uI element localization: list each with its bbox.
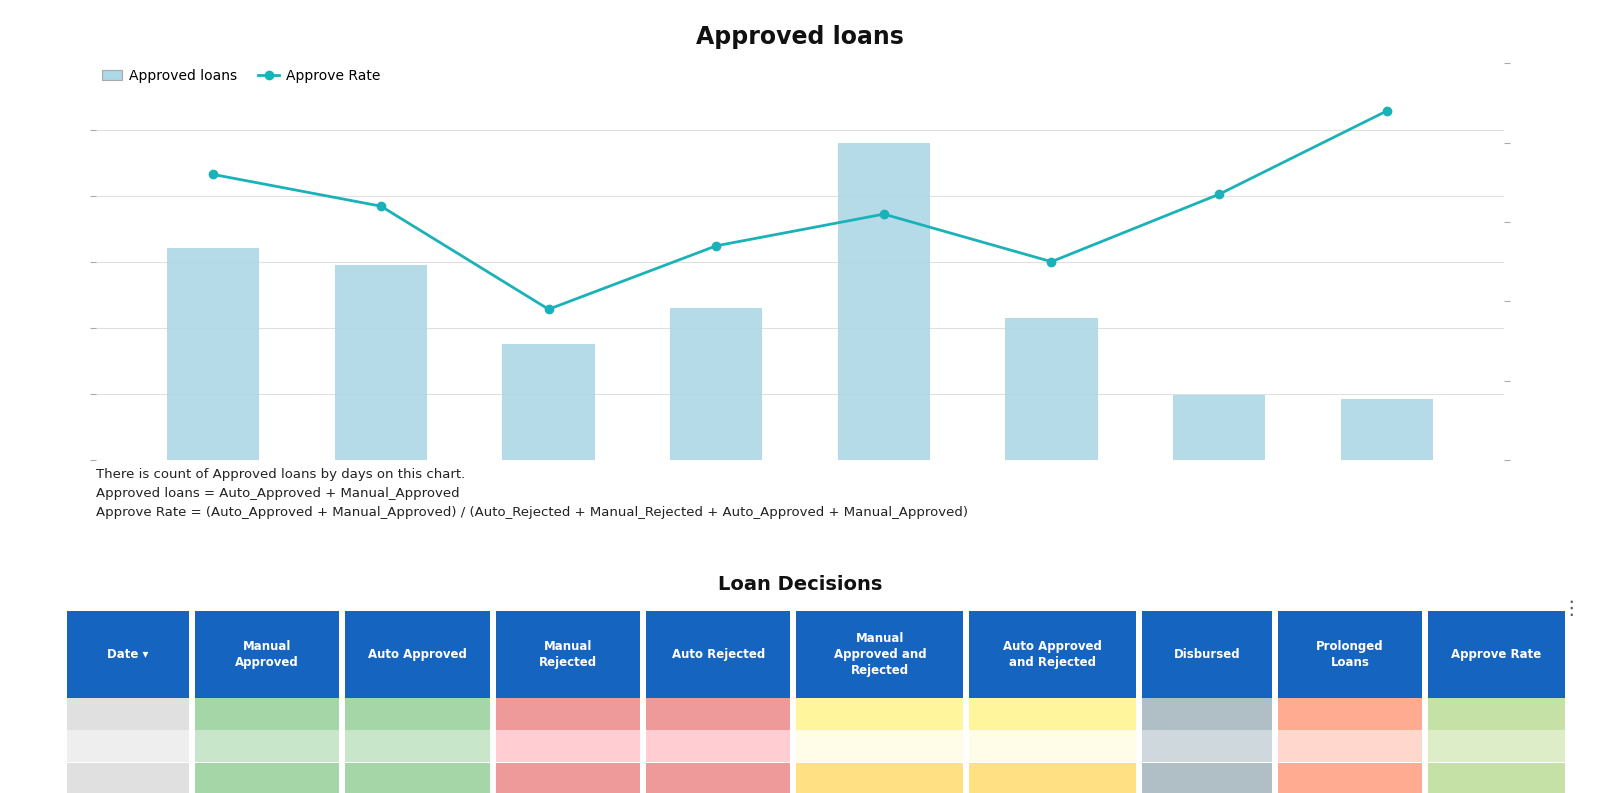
Text: Auto Approved: Auto Approved: [368, 648, 467, 661]
Bar: [797, 611, 963, 698]
Bar: [496, 730, 640, 762]
Bar: [1142, 611, 1272, 698]
Bar: [970, 698, 1136, 730]
Bar: [168, 248, 259, 460]
Title: Approved loans: Approved loans: [696, 25, 904, 49]
Bar: [496, 763, 640, 793]
Bar: [67, 730, 189, 762]
Bar: [502, 344, 595, 460]
Text: ⋮: ⋮: [1562, 599, 1581, 618]
Bar: [346, 730, 490, 762]
Bar: [346, 698, 490, 730]
Bar: [1005, 318, 1098, 460]
Text: Disbursed: Disbursed: [1174, 648, 1240, 661]
Bar: [797, 730, 963, 762]
Text: Manual
Rejected: Manual Rejected: [539, 640, 597, 668]
Text: Date ▾: Date ▾: [107, 648, 149, 661]
Text: Manual
Approved and
Rejected: Manual Approved and Rejected: [834, 632, 926, 677]
Bar: [1341, 399, 1432, 460]
Bar: [1278, 730, 1422, 762]
Bar: [346, 611, 490, 698]
Bar: [67, 763, 189, 793]
Bar: [1429, 611, 1565, 698]
Bar: [67, 611, 189, 698]
Bar: [1142, 730, 1272, 762]
Legend: Approved loans, Approve Rate: Approved loans, Approve Rate: [96, 63, 386, 89]
Bar: [1429, 730, 1565, 762]
Bar: [195, 730, 339, 762]
Bar: [646, 763, 790, 793]
Bar: [496, 611, 640, 698]
Bar: [670, 308, 762, 460]
Bar: [970, 611, 1136, 698]
Text: Approve Rate: Approve Rate: [1451, 648, 1542, 661]
Bar: [496, 698, 640, 730]
Bar: [797, 763, 963, 793]
Bar: [1278, 611, 1422, 698]
Bar: [1278, 763, 1422, 793]
Text: Auto Rejected: Auto Rejected: [672, 648, 765, 661]
Bar: [646, 611, 790, 698]
Bar: [346, 763, 490, 793]
Bar: [195, 698, 339, 730]
Text: There is count of Approved loans by days on this chart.
Approved loans = Auto_Ap: There is count of Approved loans by days…: [96, 468, 968, 519]
Text: Loan Decisions: Loan Decisions: [718, 575, 882, 594]
Bar: [970, 730, 1136, 762]
Bar: [195, 763, 339, 793]
Bar: [1142, 763, 1272, 793]
Bar: [1429, 698, 1565, 730]
Bar: [1278, 698, 1422, 730]
Bar: [334, 265, 427, 460]
Bar: [1429, 763, 1565, 793]
Bar: [646, 698, 790, 730]
Bar: [970, 763, 1136, 793]
Bar: [1142, 698, 1272, 730]
Bar: [838, 143, 930, 460]
Text: Auto Approved
and Rejected: Auto Approved and Rejected: [1003, 640, 1102, 668]
Text: Prolonged
Loans: Prolonged Loans: [1317, 640, 1384, 668]
Bar: [67, 698, 189, 730]
Bar: [195, 611, 339, 698]
Text: Manual
Approved: Manual Approved: [235, 640, 299, 668]
Bar: [1173, 395, 1266, 460]
Bar: [646, 730, 790, 762]
Bar: [797, 698, 963, 730]
